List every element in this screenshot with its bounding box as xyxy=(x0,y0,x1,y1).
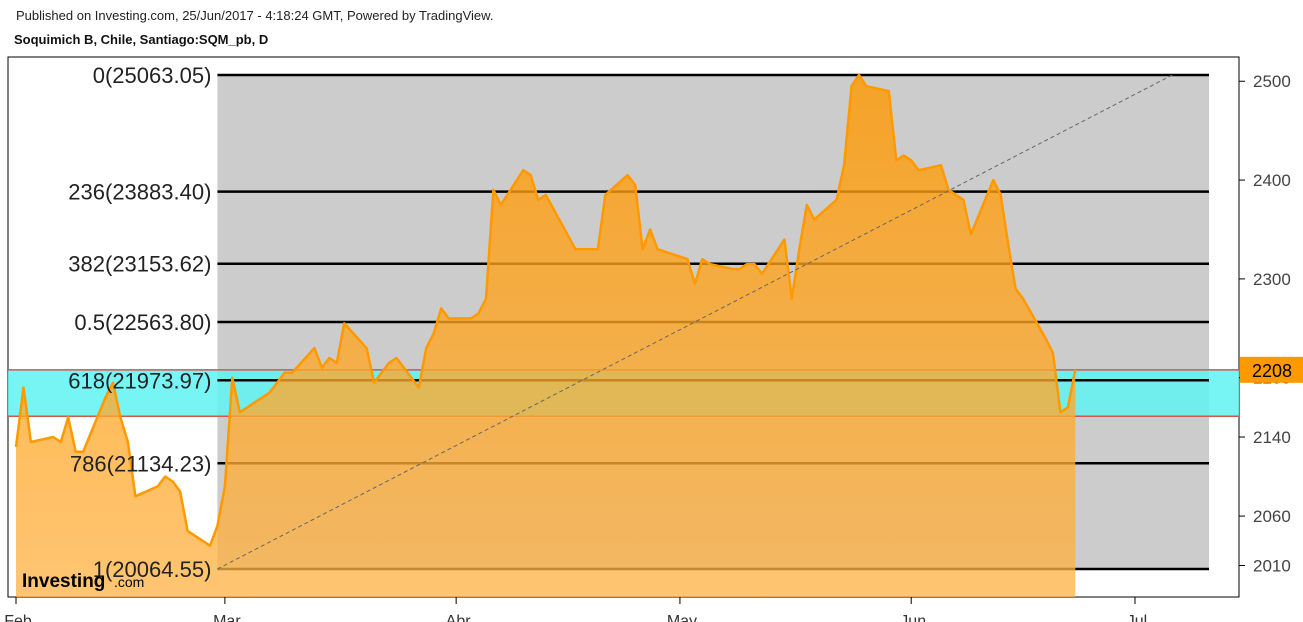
fib-level-label-6: 1(20064.55) xyxy=(93,557,212,582)
price-area-fill xyxy=(16,75,1076,597)
time-tick-label-4: Jun xyxy=(900,613,926,622)
last-price-tag xyxy=(1240,356,1303,383)
price-tick-label-4: 2140 xyxy=(1253,428,1291,447)
price-tick-label-0: 2500 xyxy=(1253,72,1291,91)
last-price-label: 2208 xyxy=(1252,361,1292,381)
time-tick-label-5: Jul xyxy=(1127,613,1147,622)
time-tick-label-2: Abr xyxy=(446,613,472,622)
fib-level-label-3: 0.5(22563.80) xyxy=(74,310,211,335)
time-tick-label-1: Mar xyxy=(213,613,241,622)
price-line xyxy=(14,73,1077,547)
time-tick-label-3: May xyxy=(667,613,697,622)
symbol-title: Soquimich B, Chile, Santiago:SQM_pb, D xyxy=(14,32,269,47)
fib-level-label-5: 786(21134.23) xyxy=(70,451,212,476)
fib-level-label-4: 618(21973.97) xyxy=(68,368,211,393)
price-tick-label-2: 2300 xyxy=(1253,270,1291,289)
time-tick-label-0: Feb xyxy=(4,613,32,622)
fib-level-label-1: 236(23883.40) xyxy=(68,180,211,205)
price-tick-label-5: 2060 xyxy=(1253,507,1291,526)
published-caption: Published on Investing.com, 25/Jun/2017 … xyxy=(16,8,494,23)
logo-suffix: .com xyxy=(114,574,144,590)
fib-level-label-2: 382(23153.62) xyxy=(68,252,211,277)
price-tick-label-1: 2400 xyxy=(1253,171,1291,190)
logo-text: Investing xyxy=(22,571,105,592)
fib-level-label-0: 0(25063.05) xyxy=(93,63,212,88)
price-tick-label-6: 2010 xyxy=(1253,556,1291,575)
investing-logo: Investing .com xyxy=(22,571,144,592)
